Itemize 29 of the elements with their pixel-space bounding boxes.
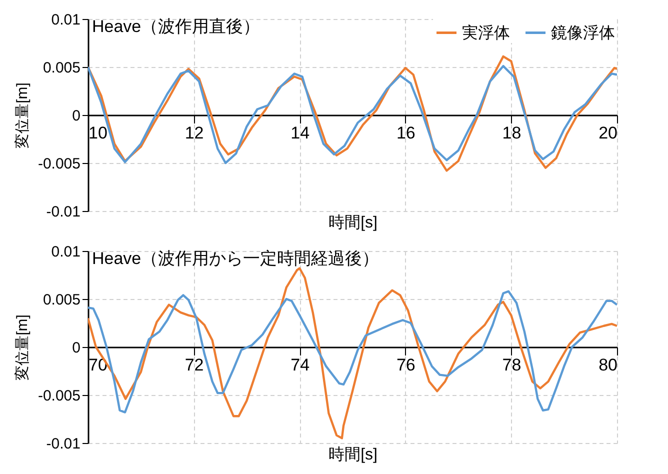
x-tick-label: 20 — [598, 124, 618, 142]
legend-label: 実浮体 — [462, 24, 510, 42]
chart-title: Heave（波作用直後） — [92, 17, 260, 36]
x-tick-label: 72 — [184, 356, 204, 374]
x-tick-label: 76 — [396, 356, 416, 374]
x-tick-label: 16 — [396, 124, 416, 142]
x-tick-label: 12 — [184, 124, 204, 142]
x-tick-label: 10 — [88, 124, 108, 142]
y-tick-label: 0.005 — [42, 292, 80, 308]
y-tick-label: -0.005 — [38, 388, 80, 404]
x-tick-label: 80 — [598, 356, 618, 374]
x-axis-title: 時間[s] — [328, 214, 378, 232]
y-tick-label: -0.005 — [38, 156, 80, 172]
y-axis-title: 変位量[m] — [14, 82, 31, 148]
y-tick-label: -0.01 — [46, 436, 80, 452]
y-tick-label: 0.005 — [42, 60, 80, 76]
x-tick-label: 78 — [502, 356, 522, 374]
x-tick-label: 74 — [290, 356, 310, 374]
legend-label: 鏡像浮体 — [551, 24, 615, 42]
x-tick-label: 18 — [502, 124, 522, 142]
y-tick-label: -0.01 — [46, 204, 80, 220]
x-tick-label: 14 — [290, 124, 310, 142]
y-axis-title: 変位量[m] — [14, 314, 31, 380]
y-tick-label: 0.01 — [51, 12, 80, 28]
y-tick-label: 0 — [72, 108, 80, 124]
y-tick-label: 0.01 — [51, 244, 80, 260]
y-tick-label: 0 — [72, 340, 80, 356]
x-axis-title: 時間[s] — [328, 446, 378, 464]
chart-title: Heave（波作用から一定時間経過後） — [92, 249, 380, 268]
